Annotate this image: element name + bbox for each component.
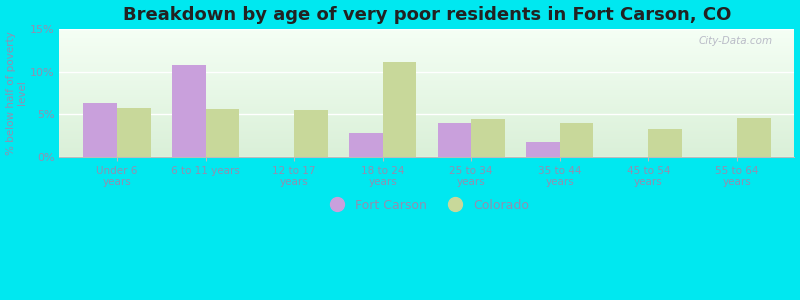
Bar	[206, 109, 239, 157]
Bar	[172, 65, 206, 157]
Bar	[737, 118, 770, 157]
Y-axis label: % below half of poverty
level: % below half of poverty level	[6, 31, 27, 155]
Bar	[648, 129, 682, 157]
Bar	[382, 62, 416, 157]
Text: City-Data.com: City-Data.com	[698, 36, 772, 46]
Bar	[560, 124, 594, 157]
Bar	[526, 142, 560, 157]
Bar	[438, 123, 471, 157]
Bar	[349, 133, 382, 157]
Title: Breakdown by age of very poor residents in Fort Carson, CO: Breakdown by age of very poor residents …	[122, 6, 731, 24]
Bar	[471, 119, 505, 157]
Bar	[294, 110, 328, 157]
Legend: Fort Carson, Colorado: Fort Carson, Colorado	[319, 194, 534, 217]
Bar	[117, 108, 150, 157]
Bar	[83, 103, 117, 157]
